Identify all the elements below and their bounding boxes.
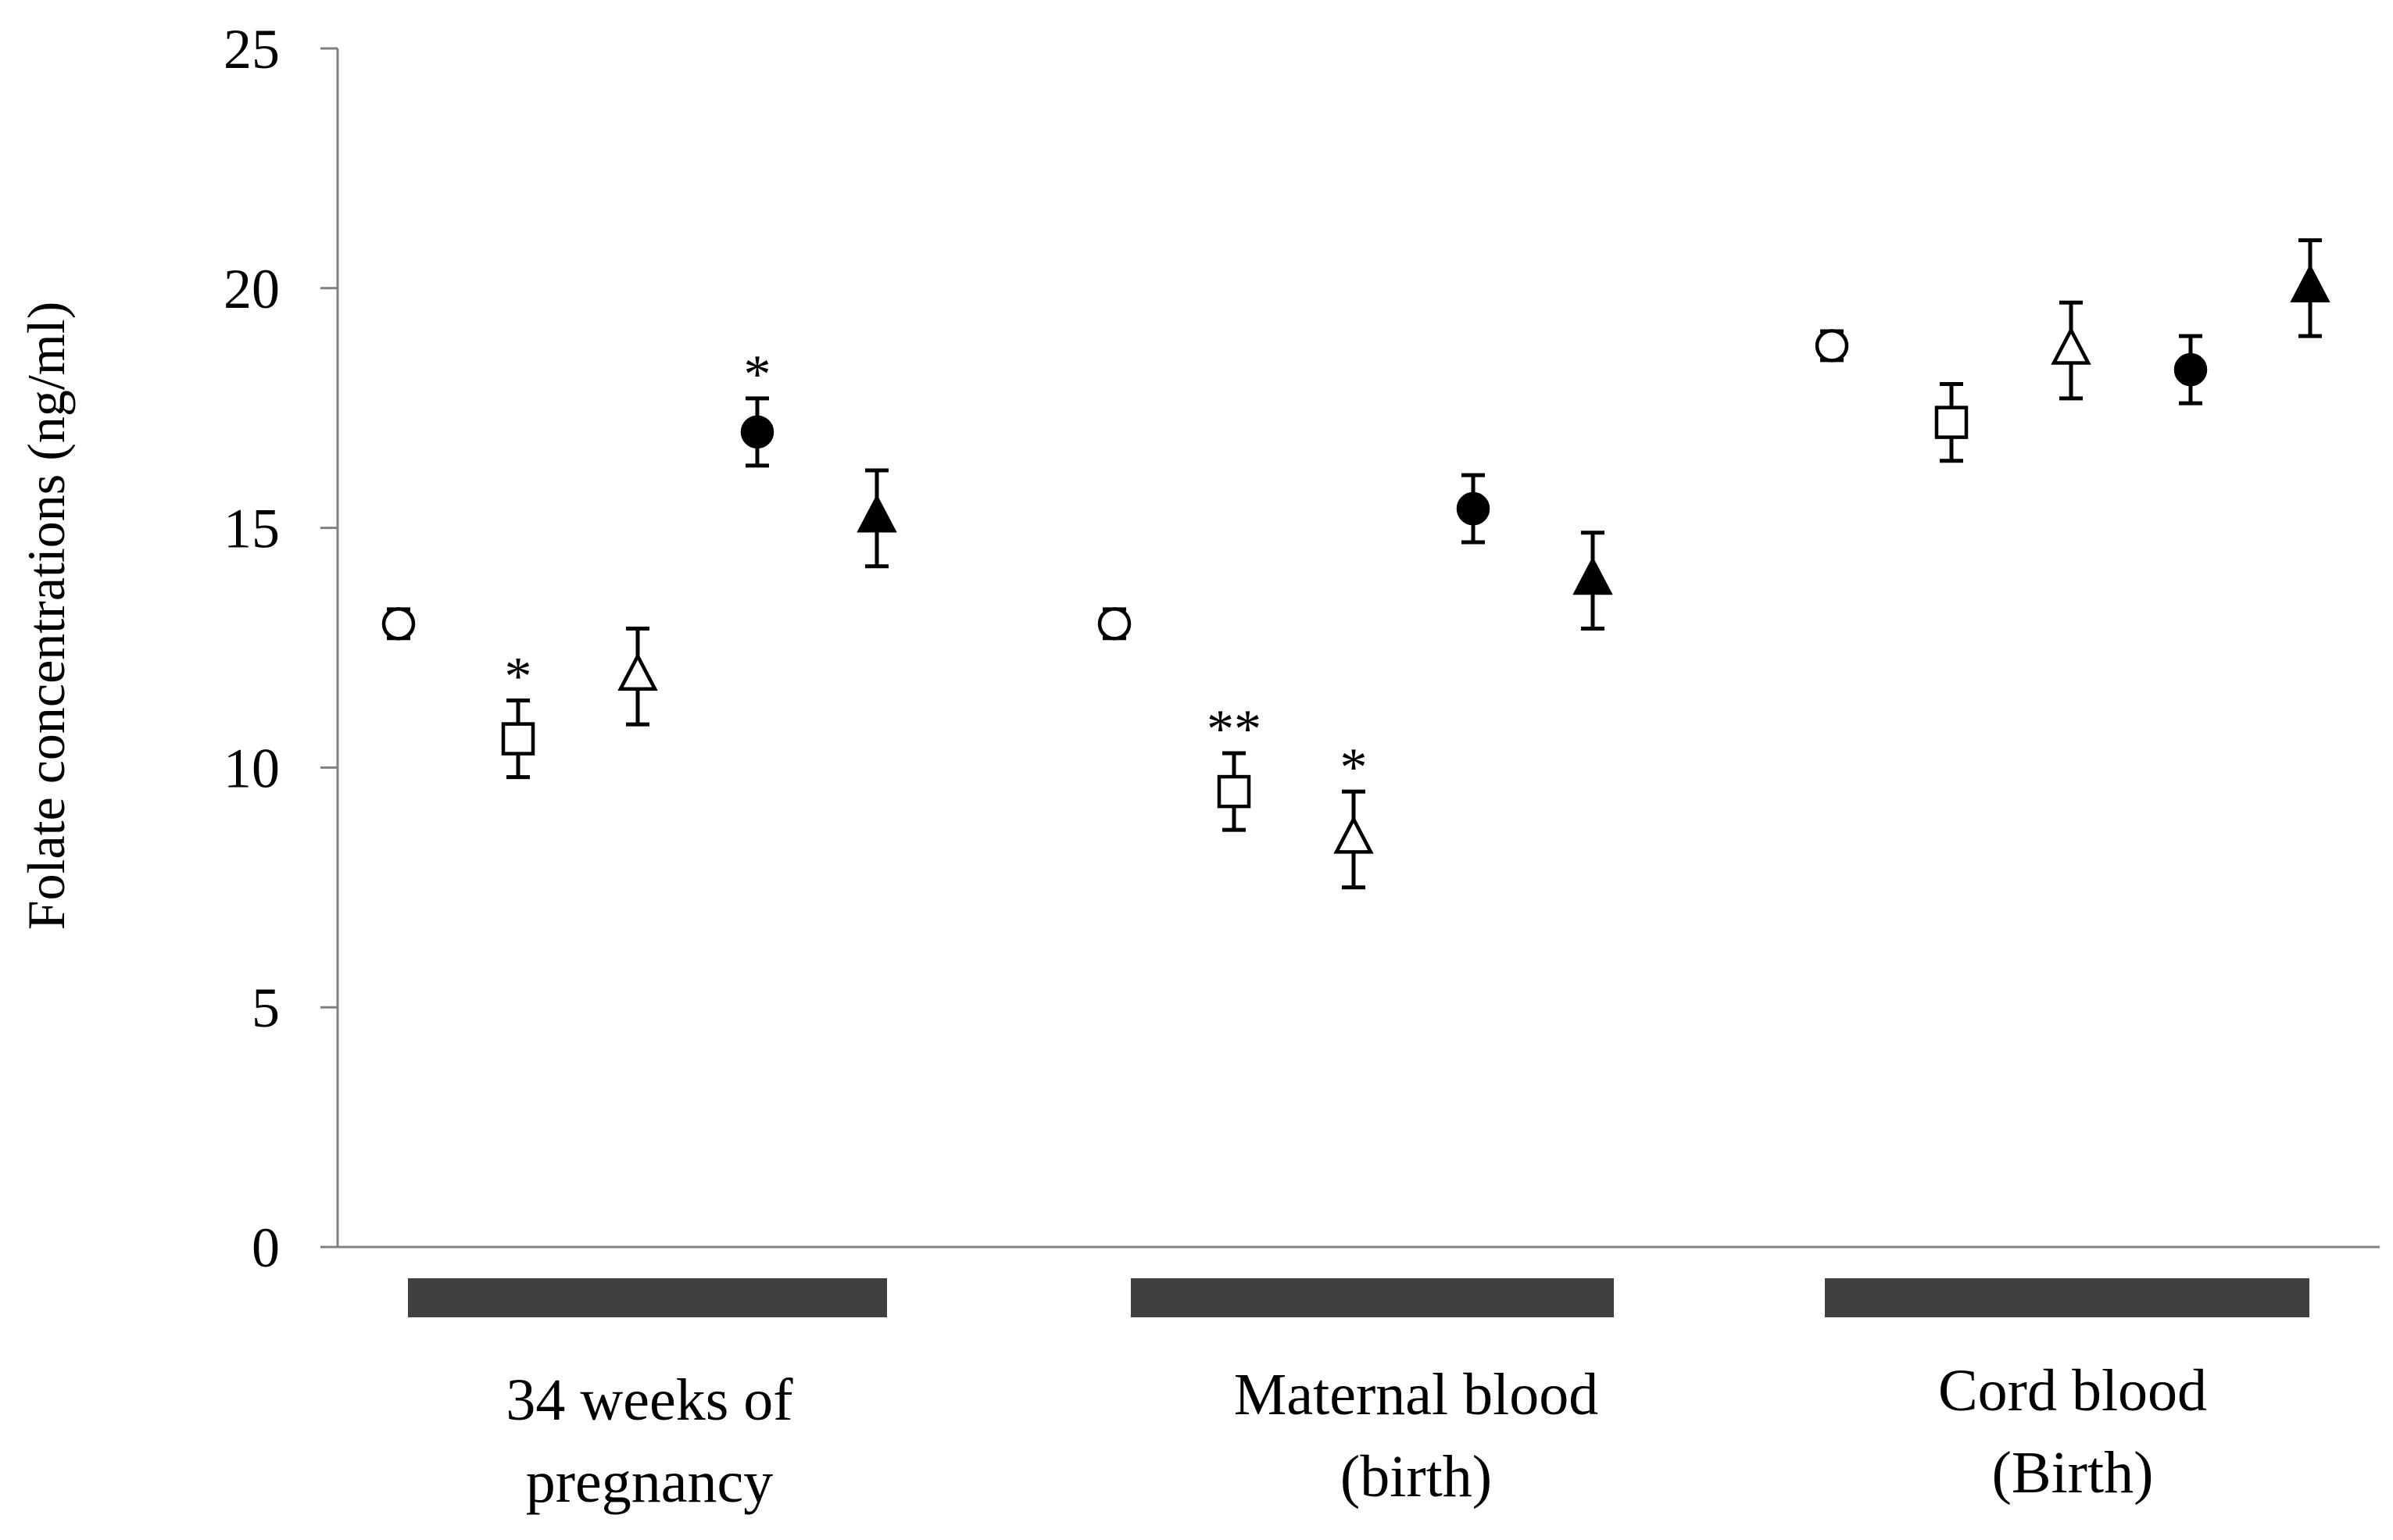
data-point xyxy=(617,652,658,691)
axes: 0 5 10 15 20 25 xyxy=(224,18,2380,1279)
group-bar-2 xyxy=(1131,1278,1614,1317)
group-label-3-line1: Cord blood xyxy=(1938,1358,2207,1424)
data-point xyxy=(381,607,416,641)
data-point xyxy=(1097,607,1132,641)
group-label-2-line2: (birth) xyxy=(1340,1444,1492,1510)
group-label-1-line2: pregnancy xyxy=(526,1449,774,1515)
data-point xyxy=(2051,326,2091,365)
y-axis-label: Folate concentrations (ng/ml) xyxy=(16,302,76,930)
group-bars xyxy=(408,1278,2309,1317)
y-tick-label: 20 xyxy=(224,258,280,320)
data-point xyxy=(2173,352,2208,387)
significance-marker: ** xyxy=(1207,699,1261,759)
group-bar-1 xyxy=(408,1278,887,1317)
y-tick-label: 25 xyxy=(224,18,280,80)
chart-text: Folate concentrations (ng/ml) 34 weeks o… xyxy=(16,302,2207,1515)
significance-marker: * xyxy=(505,646,532,706)
data-point xyxy=(1333,815,1374,854)
y-tick-label: 0 xyxy=(252,1217,280,1279)
data-point xyxy=(501,722,535,756)
data-point xyxy=(1217,774,1251,809)
y-tick-label: 5 xyxy=(252,977,280,1039)
data-point xyxy=(1572,556,1613,595)
group-label-3-line2: (Birth) xyxy=(1992,1440,2154,1506)
y-tick-label: 15 xyxy=(224,498,280,560)
y-tick-label: 10 xyxy=(224,737,280,799)
data-points: ***** xyxy=(381,238,2330,890)
group-bar-3 xyxy=(1825,1278,2309,1317)
data-point xyxy=(1456,491,1490,526)
data-point xyxy=(2290,263,2330,303)
data-point xyxy=(740,415,774,449)
group-label-2-line1: Maternal blood xyxy=(1234,1362,1598,1427)
data-point xyxy=(857,494,897,533)
data-point xyxy=(1934,406,1969,439)
significance-marker: * xyxy=(1340,738,1368,798)
significance-marker: * xyxy=(744,345,771,405)
group-label-1-line1: 34 weeks of xyxy=(506,1367,793,1433)
data-point xyxy=(1815,329,1849,363)
